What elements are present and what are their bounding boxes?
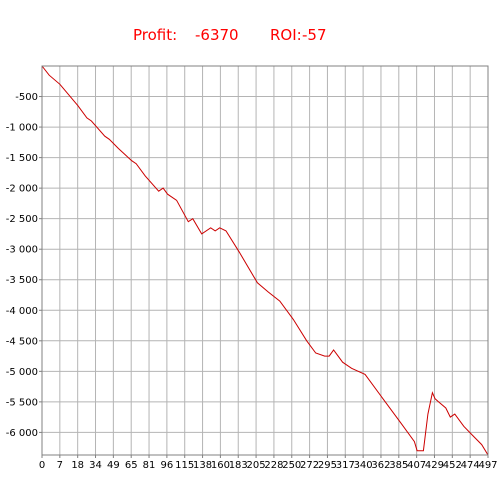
x-tick-label: 362 [371, 460, 390, 471]
y-tick-label: -500 [15, 92, 38, 103]
x-tick-label: 34 [89, 460, 102, 471]
x-tick-label: 340 [354, 460, 373, 471]
x-tick-label: 205 [247, 460, 266, 471]
y-tick-label: -4 000 [6, 306, 38, 317]
x-tick-label: 65 [125, 460, 138, 471]
plot-background [42, 66, 488, 455]
x-tick-label: 96 [161, 460, 174, 471]
y-tick-label: -3 500 [6, 275, 38, 286]
y-tick-label: -1 000 [6, 123, 38, 134]
y-tick-label: -2 000 [6, 184, 38, 195]
y-tick-label: -5 000 [6, 367, 38, 378]
x-tick-label: 115 [175, 460, 194, 471]
x-tick-label: 228 [264, 460, 283, 471]
x-tick-label: 317 [336, 460, 355, 471]
x-tick-label: 0 [39, 460, 45, 471]
x-tick-label: 452 [443, 460, 462, 471]
x-tick-label: 183 [229, 460, 248, 471]
x-tick-label: 81 [143, 460, 156, 471]
axes: 0 7 18 34 49 65 81 96 11513816018320522825027229… [6, 92, 498, 471]
gridlines [42, 66, 488, 455]
x-tick-label: 385 [389, 460, 408, 471]
y-tick-label: -6 000 [6, 428, 38, 439]
x-tick-label: 407 [407, 460, 426, 471]
y-tick-label: -4 500 [6, 336, 38, 347]
y-tick-label: -1 500 [6, 153, 38, 164]
y-tick-label: -5 500 [6, 397, 38, 408]
x-tick-label: 138 [193, 460, 212, 471]
profit-value: -6370 [195, 26, 239, 44]
x-tick-label: 18 [71, 460, 84, 471]
roi-value: -57 [302, 26, 327, 44]
profit-series-line [41, 65, 489, 456]
x-tick-label: 7 [57, 460, 63, 471]
profit-label: Profit: [133, 26, 178, 44]
roi-label: ROI: [270, 26, 302, 44]
y-tick-label: -2 500 [6, 214, 38, 225]
x-tick-label: 272 [300, 460, 319, 471]
x-tick-label: 250 [282, 460, 301, 471]
x-tick-label: 429 [425, 460, 444, 471]
x-tick-label: 49 [107, 460, 120, 471]
plot-frame [41, 65, 489, 456]
x-tick-label: 497 [478, 460, 497, 471]
x-tick-label: 474 [461, 460, 480, 471]
chart-header: Profit: -6370 ROI: -57 [0, 26, 500, 50]
y-tick-label: -3 000 [6, 245, 38, 256]
x-tick-label: 160 [211, 460, 230, 471]
x-tick-label: 295 [318, 460, 337, 471]
